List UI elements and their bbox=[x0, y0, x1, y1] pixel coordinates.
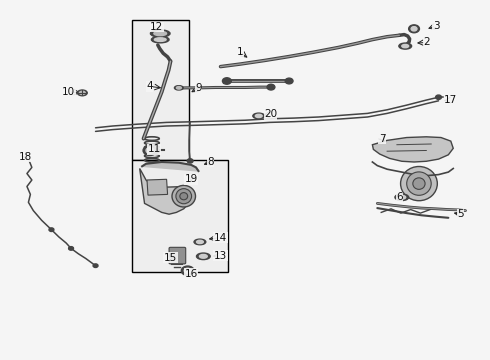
Ellipse shape bbox=[255, 114, 262, 118]
Ellipse shape bbox=[196, 253, 210, 260]
Ellipse shape bbox=[413, 178, 425, 189]
Text: 14: 14 bbox=[214, 233, 227, 243]
Circle shape bbox=[69, 247, 74, 250]
Polygon shape bbox=[147, 179, 168, 195]
Ellipse shape bbox=[172, 185, 196, 207]
Circle shape bbox=[436, 95, 441, 99]
Ellipse shape bbox=[196, 240, 203, 244]
Circle shape bbox=[256, 114, 262, 118]
Ellipse shape bbox=[253, 113, 265, 119]
Ellipse shape bbox=[199, 255, 207, 258]
Ellipse shape bbox=[180, 193, 188, 200]
Ellipse shape bbox=[154, 31, 167, 36]
Text: 1: 1 bbox=[237, 47, 244, 57]
Text: 13: 13 bbox=[214, 251, 227, 261]
Text: 16: 16 bbox=[184, 269, 198, 279]
Polygon shape bbox=[140, 168, 191, 214]
Text: 3: 3 bbox=[433, 21, 440, 31]
Ellipse shape bbox=[150, 30, 170, 37]
Circle shape bbox=[411, 27, 417, 31]
Ellipse shape bbox=[79, 91, 85, 95]
Circle shape bbox=[222, 78, 231, 84]
Text: 15: 15 bbox=[164, 253, 177, 263]
Text: 10: 10 bbox=[62, 87, 75, 97]
Ellipse shape bbox=[154, 38, 166, 41]
Text: 5: 5 bbox=[457, 209, 464, 219]
Text: 7: 7 bbox=[379, 134, 386, 144]
Text: 2: 2 bbox=[423, 37, 430, 48]
Ellipse shape bbox=[395, 194, 409, 201]
Ellipse shape bbox=[77, 90, 87, 96]
Ellipse shape bbox=[194, 239, 206, 245]
Ellipse shape bbox=[176, 189, 192, 204]
Circle shape bbox=[409, 25, 419, 33]
Polygon shape bbox=[142, 162, 198, 171]
Text: 18: 18 bbox=[19, 152, 32, 162]
Polygon shape bbox=[372, 137, 453, 162]
Text: 4: 4 bbox=[146, 81, 153, 91]
Text: 17: 17 bbox=[444, 95, 458, 105]
Circle shape bbox=[93, 264, 98, 267]
Ellipse shape bbox=[401, 166, 437, 201]
Text: 8: 8 bbox=[207, 157, 214, 167]
FancyBboxPatch shape bbox=[169, 247, 186, 264]
Circle shape bbox=[49, 228, 54, 231]
Circle shape bbox=[143, 145, 157, 156]
Text: 9: 9 bbox=[195, 83, 202, 93]
Circle shape bbox=[184, 268, 191, 273]
Text: 11: 11 bbox=[147, 144, 161, 154]
Ellipse shape bbox=[402, 44, 409, 48]
Bar bbox=[132, 20, 189, 160]
Ellipse shape bbox=[407, 172, 431, 195]
Circle shape bbox=[267, 84, 275, 90]
Ellipse shape bbox=[174, 86, 183, 90]
Text: 12: 12 bbox=[150, 22, 164, 32]
Ellipse shape bbox=[151, 36, 169, 43]
Text: 19: 19 bbox=[184, 174, 198, 184]
Circle shape bbox=[285, 78, 293, 84]
Bar bbox=[132, 160, 228, 272]
Circle shape bbox=[146, 148, 154, 153]
Circle shape bbox=[181, 266, 194, 275]
Text: 20: 20 bbox=[264, 109, 277, 120]
Ellipse shape bbox=[176, 87, 181, 89]
Text: 6: 6 bbox=[396, 192, 403, 202]
Ellipse shape bbox=[399, 43, 412, 49]
Circle shape bbox=[187, 159, 193, 163]
Ellipse shape bbox=[398, 195, 406, 199]
